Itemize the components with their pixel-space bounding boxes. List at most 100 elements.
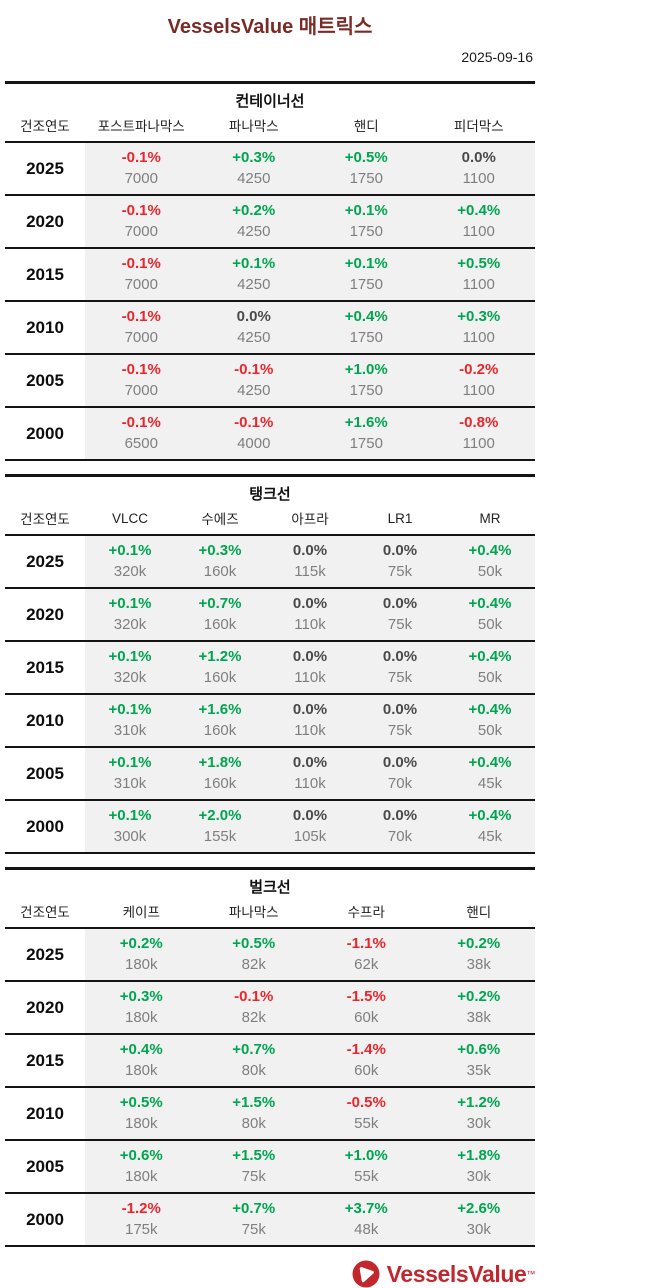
matrix-cell: +0.4% 1100 [422,195,535,248]
pct-value: -0.1% [121,414,161,431]
pct-value: +2.6% [457,1200,501,1217]
pct-value: 0.0% [382,807,418,824]
pct-value: 0.0% [382,648,418,665]
pct-value: +1.6% [198,701,242,718]
column-header: 핸디 [422,898,535,929]
matrix-cell: 0.0% 110k [265,694,355,747]
year-cell: 2005 [5,1140,85,1193]
pct-value: +0.1% [108,595,152,612]
year-cell: 2025 [5,535,85,588]
matrix-cell: +0.2% 180k [85,928,198,981]
pct-value: +0.5% [457,255,501,272]
matrix-row: 2010 +0.1% 310k +1.6% 160k 0.0% 110k 0.0% 75k +0.… [5,694,535,747]
matrix-table-2: 벌크선 건조연도 케이프 파나막스 수프라 핸디 2025 +0.2% 180k +0.5% 82k… [5,867,535,1247]
pct-value: -0.1% [234,988,274,1005]
year-cell: 2025 [5,928,85,981]
matrix-cell: +0.2% 38k [422,981,535,1034]
matrix-cell: -0.5% 55k [310,1087,423,1140]
pct-value: -0.8% [459,414,499,431]
pct-value: +0.2% [232,202,276,219]
matrix-cell: +0.4% 50k [445,694,535,747]
pct-value: +1.6% [344,414,388,431]
pct-value: 0.0% [382,595,418,612]
pct-value: -0.5% [346,1094,386,1111]
size-value: 50k [477,563,503,580]
matrix-cell: +2.6% 30k [422,1193,535,1246]
column-header: 포스트파나막스 [85,112,198,143]
size-value: 160k [203,669,237,686]
pct-value: +0.2% [457,988,501,1005]
size-value: 75k [387,563,413,580]
size-value: 75k [387,722,413,739]
size-value: 180k [124,1062,158,1079]
pct-value: -0.2% [459,361,499,378]
size-value: 35k [466,1062,491,1079]
year-column-header: 건조연도 [5,898,85,929]
matrix-cell: -0.1% 7000 [85,142,198,195]
size-value: 55k [354,1168,379,1185]
section-title: 탱크선 [5,475,535,505]
matrix-cell: 0.0% 110k [265,747,355,800]
size-value: 70k [387,775,413,792]
matrix-cell: -0.1% 7000 [85,354,198,407]
pct-value: 0.0% [382,754,418,771]
size-value: 70k [387,828,413,845]
column-header: 핸디 [310,112,423,143]
matrix-cell: -0.1% 4250 [197,354,310,407]
pct-value: +0.5% [119,1094,163,1111]
size-value: 300k [113,828,147,845]
matrix-cell: +1.8% 160k [175,747,265,800]
matrix-row: 2005 +0.6% 180k +1.5% 75k +1.0% 55k +1.8% 30k [5,1140,535,1193]
pct-value: +0.1% [108,648,152,665]
size-value: 4250 [237,170,271,187]
matrix-row: 2000 -0.1% 6500 -0.1% 4000 +1.6% 1750 -0.8% 1100 [5,407,535,460]
matrix-cell: +0.4% 50k [445,588,535,641]
matrix-cell: +0.1% 4250 [197,248,310,301]
matrix-cell: +0.1% 1750 [310,195,423,248]
size-value: 7000 [124,276,158,293]
size-value: 55k [354,1115,379,1132]
size-value: 75k [387,616,413,633]
pct-value: -0.1% [234,414,274,431]
pct-value: +1.0% [344,361,388,378]
size-value: 60k [354,1062,379,1079]
matrix-cell: +0.2% 38k [422,928,535,981]
size-value: 4000 [237,435,271,452]
size-value: 110k [294,775,326,792]
matrix-cell: +1.8% 30k [422,1140,535,1193]
pct-value: 0.0% [292,648,328,665]
pct-value: +1.2% [457,1094,501,1111]
pct-value: +0.4% [468,542,512,559]
size-value: 160k [203,775,237,792]
size-value: 60k [354,1009,379,1026]
section-title: 벌크선 [5,868,535,898]
pct-value: +0.2% [119,935,163,952]
matrix-cell: +0.7% 80k [197,1034,310,1087]
size-value: 75k [241,1168,266,1185]
section-title: 컨테이너선 [5,82,535,112]
pct-value: +0.3% [457,308,501,325]
year-cell: 2020 [5,981,85,1034]
pct-value: +0.4% [344,308,388,325]
matrix-cell: +1.0% 1750 [310,354,423,407]
size-value: 50k [477,722,503,739]
matrix-cell: 0.0% 4250 [197,301,310,354]
column-header: 수프라 [310,898,423,929]
size-value: 310k [113,775,147,792]
size-value: 38k [466,1009,491,1026]
year-cell: 2020 [5,588,85,641]
matrix-row: 2020 -0.1% 7000 +0.2% 4250 +0.1% 1750 +0.4% 1100 [5,195,535,248]
pct-value: +0.1% [108,754,152,771]
matrix-cell: +0.6% 180k [85,1140,198,1193]
pct-value: +1.8% [198,754,242,771]
size-value: 4250 [237,382,271,399]
pct-value: +0.5% [344,149,388,166]
pct-value: 0.0% [292,542,328,559]
matrix-cell: 0.0% 70k [355,747,445,800]
pct-value: +0.1% [344,255,388,272]
size-value: 110k [294,669,326,686]
pct-value: +3.7% [344,1200,388,1217]
pct-value: +0.3% [119,988,163,1005]
size-value: 1750 [349,329,383,346]
matrix-cell: -0.1% 4000 [197,407,310,460]
